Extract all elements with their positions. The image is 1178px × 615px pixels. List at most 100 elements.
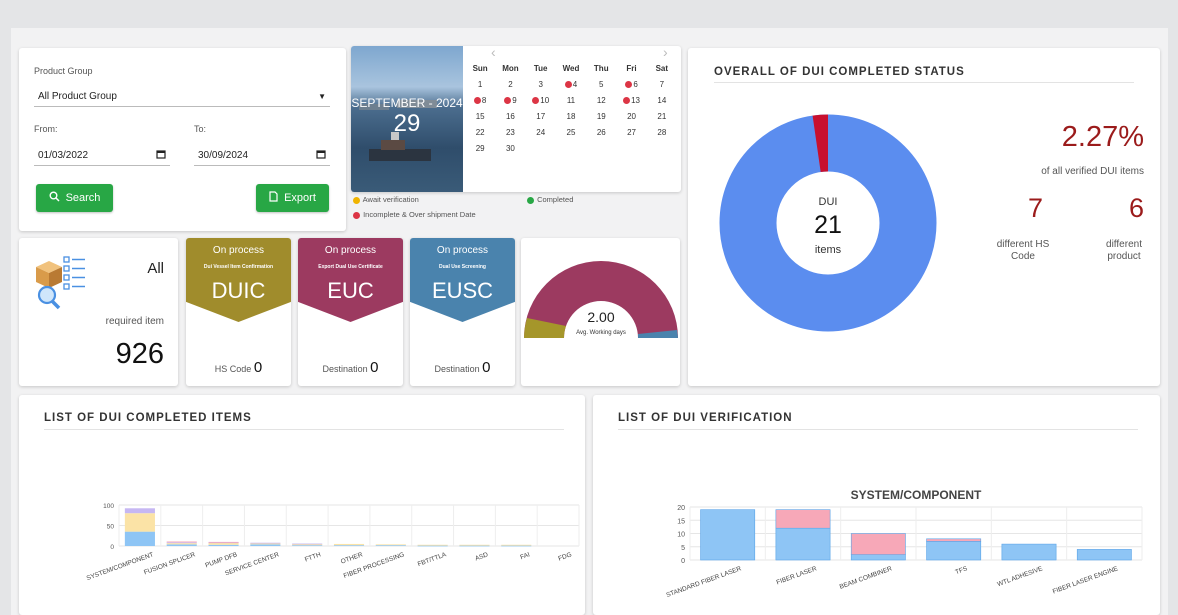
calendar-day[interactable]: 13 [616, 96, 646, 105]
process-subtitle: Export Dual Use Certificate [318, 264, 383, 270]
bar-segment[interactable] [459, 544, 490, 546]
bar-segment[interactable] [459, 545, 490, 547]
bar-segment[interactable] [124, 513, 155, 532]
search-button[interactable]: Search [36, 184, 113, 212]
bar-segment[interactable] [926, 541, 982, 561]
calendar-day[interactable]: 11 [566, 96, 576, 105]
calendar-day[interactable]: 9 [495, 96, 525, 105]
bar-segment[interactable] [166, 543, 197, 545]
calendar-day[interactable]: 26 [596, 128, 606, 137]
overall-product-caption: different product [1106, 239, 1142, 262]
x-tick-label: BEAM COMBINER [839, 565, 894, 591]
calendar-day[interactable]: 30 [505, 144, 515, 153]
calendar-day[interactable]: 15 [475, 112, 485, 121]
y-tick-label: 10 [677, 532, 685, 539]
gauge-label: Avg. Working days [576, 330, 626, 336]
calendar-day[interactable]: 7 [659, 80, 665, 89]
bar-segment[interactable] [501, 544, 532, 546]
bar-segment[interactable] [700, 509, 756, 561]
legend-incomplete: Incomplete & Over shipment Date [353, 210, 476, 219]
calendar-day[interactable]: 8 [465, 96, 495, 105]
bar-segment[interactable] [501, 545, 532, 547]
bar-segment[interactable] [250, 544, 281, 546]
bar-segment[interactable] [417, 545, 448, 547]
calendar-day[interactable]: 25 [566, 128, 576, 137]
calendar-day [556, 144, 586, 153]
bar-segment[interactable] [850, 554, 906, 561]
calendar-day[interactable]: 1 [477, 80, 483, 89]
from-date-input[interactable]: 01/03/2022 [34, 145, 170, 166]
bar-segment[interactable] [208, 541, 239, 543]
export-button[interactable]: Export [256, 184, 329, 212]
gauge-value: 2.00 [587, 309, 614, 325]
bar-segment[interactable] [375, 544, 406, 546]
process-card-eusc[interactable]: On process Dual Use Screening EUSC Destinat… [410, 238, 515, 386]
calendar-day[interactable]: 18 [566, 112, 576, 121]
calendar-day[interactable]: 22 [475, 128, 485, 137]
bar-segment[interactable] [208, 542, 239, 545]
calendar-day[interactable]: 27 [627, 128, 636, 137]
calendar-day[interactable]: 16 [505, 112, 515, 121]
filter-card: Product Group All Product Group ▼ From: … [19, 48, 346, 231]
calendar-day[interactable]: 23 [505, 128, 515, 137]
legend-await: Await verification [353, 195, 419, 204]
overall-title: OVERALL OF DUI COMPLETED STATUS [714, 66, 965, 78]
process-status: On process [436, 245, 489, 256]
process-card-duic[interactable]: On process Dui Vessel Item Confirmation DU… [186, 238, 291, 386]
bar-segment[interactable] [250, 542, 281, 544]
calendar-day[interactable]: 2 [508, 80, 513, 89]
calendar-day[interactable]: 24 [536, 128, 546, 137]
calendar-day[interactable]: 19 [596, 112, 606, 121]
bar-segment[interactable] [375, 545, 406, 546]
bar-segment[interactable] [1076, 549, 1132, 561]
bar-segment[interactable] [775, 509, 831, 529]
bar-segment[interactable] [166, 541, 197, 543]
bar-segment[interactable] [208, 542, 239, 544]
bar-segment[interactable] [166, 544, 197, 546]
incomplete-dot-icon [353, 211, 360, 219]
bar-segment[interactable] [292, 543, 323, 546]
bar-segment[interactable] [1001, 543, 1057, 561]
calendar-day[interactable]: 21 [657, 112, 667, 121]
bar-segment[interactable] [292, 545, 323, 546]
calendar-legend: Await verification Completed Incomplete … [351, 192, 681, 226]
donut-completed-slice [812, 114, 828, 173]
bar-segment[interactable] [850, 533, 906, 556]
calendar-day[interactable]: 12 [596, 96, 606, 105]
bar-segment[interactable] [124, 531, 155, 546]
calendar-day[interactable]: 20 [627, 112, 636, 121]
calendar-day[interactable]: 29 [475, 144, 485, 153]
incomplete-dot-icon [564, 81, 572, 89]
weekday-header: Mon [502, 64, 519, 73]
product-group-select[interactable]: All Product Group ▼ [34, 86, 330, 107]
calendar-day [526, 144, 556, 153]
bar-segment[interactable] [333, 543, 365, 546]
calendar-day[interactable]: 28 [657, 128, 667, 137]
bar-segment[interactable] [926, 538, 982, 542]
bar-segment[interactable] [166, 542, 197, 544]
next-month-icon[interactable]: › [663, 46, 668, 60]
calendar-day[interactable]: 10 [526, 96, 556, 105]
required-caption: required item [105, 316, 164, 327]
calendar-day[interactable]: 5 [599, 80, 604, 89]
to-date-input[interactable]: 30/09/2024 [194, 145, 330, 166]
process-card-euc[interactable]: On process Export Dual Use Certificate EUC… [298, 238, 403, 386]
bar-segment[interactable] [775, 527, 831, 561]
calendar-day[interactable]: 17 [536, 112, 546, 121]
calendar-day[interactable]: 14 [657, 96, 667, 105]
prev-month-icon[interactable]: ‹ [491, 46, 496, 60]
calendar-day[interactable]: 6 [616, 80, 646, 89]
overall-status-card: OVERALL OF DUI COMPLETED STATUS DUI 21 i… [688, 48, 1160, 386]
calendar-day[interactable]: 4 [556, 80, 586, 89]
bar-segment[interactable] [417, 544, 448, 546]
file-icon [269, 191, 278, 205]
bar-segment[interactable] [124, 508, 155, 514]
weekday-header: Sun [472, 64, 488, 73]
calendar-day[interactable]: 3 [538, 80, 543, 89]
bar-segment[interactable] [208, 544, 239, 546]
bar-segment[interactable] [292, 543, 323, 545]
bar-segment[interactable] [250, 543, 281, 545]
x-tick-label: FDG [557, 551, 572, 562]
bar-segment[interactable] [333, 545, 365, 546]
